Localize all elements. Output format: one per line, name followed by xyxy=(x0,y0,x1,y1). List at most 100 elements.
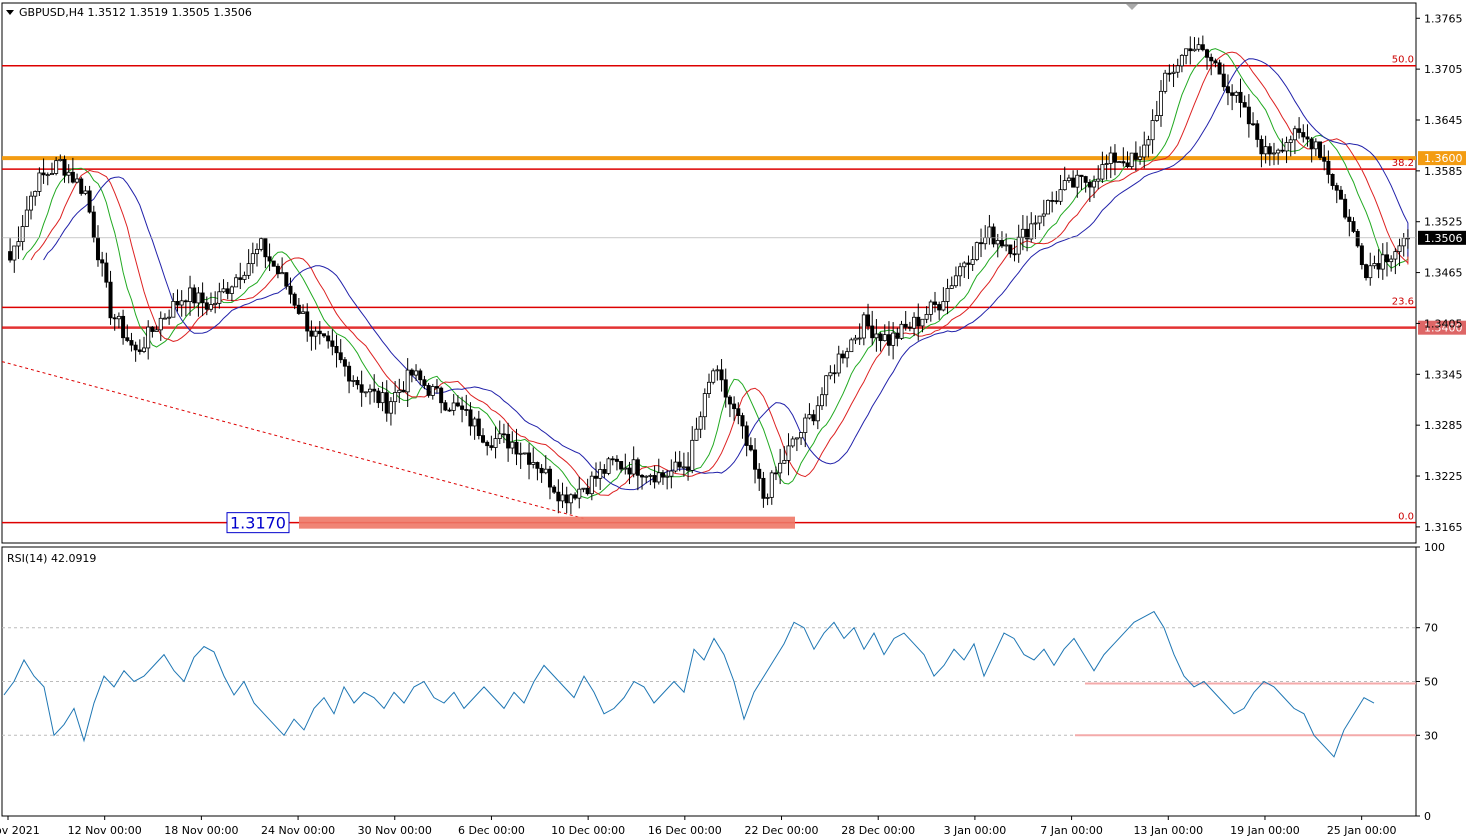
candle-body xyxy=(455,402,460,407)
candles xyxy=(8,35,1410,515)
candle-body xyxy=(171,300,176,318)
time-tick-label: 28 Dec 00:00 xyxy=(841,824,915,837)
candle-body xyxy=(648,475,653,477)
candle-body xyxy=(1217,62,1222,75)
candle-body xyxy=(41,172,46,176)
rsi-line xyxy=(3,610,1375,758)
candle-body xyxy=(1292,128,1297,141)
candle-body xyxy=(928,301,933,315)
candle-body xyxy=(631,459,636,475)
candle-body xyxy=(660,472,665,478)
candle-body xyxy=(430,386,435,396)
candle-body xyxy=(485,441,490,447)
candle-body xyxy=(832,372,837,375)
candle-body xyxy=(1343,198,1348,218)
candle-body xyxy=(849,339,854,353)
candle-body xyxy=(1322,157,1327,162)
candle-body xyxy=(585,487,590,495)
candle-body xyxy=(748,445,753,451)
price-tick-label: 1.3405 xyxy=(1424,317,1463,330)
candle-body xyxy=(200,292,205,304)
candle-body xyxy=(786,445,791,461)
candle-body xyxy=(891,332,896,346)
candle-body xyxy=(702,393,707,418)
candle-body xyxy=(1071,177,1076,188)
dropdown-triangle-icon[interactable] xyxy=(6,10,14,15)
candle-body xyxy=(334,345,339,354)
candle-body xyxy=(690,439,695,471)
candle-body xyxy=(1271,152,1276,155)
time-tick-label: 24 Nov 00:00 xyxy=(261,824,335,837)
candle-body xyxy=(677,461,682,468)
candle-body xyxy=(778,462,783,474)
candle-body xyxy=(493,438,498,448)
candle-body xyxy=(1297,128,1302,133)
candle-body xyxy=(1196,44,1201,50)
shift-marker-icon[interactable] xyxy=(1126,4,1138,10)
candle-body xyxy=(949,285,954,289)
candle-body xyxy=(401,389,406,393)
moving-averages xyxy=(22,48,1409,499)
candle-body xyxy=(1242,102,1247,108)
candle-body xyxy=(707,381,712,394)
candle-body xyxy=(1368,265,1373,279)
time-axis: 8 Nov 2021 12 Nov 00:00 18 Nov 00:00 24 Nov… xyxy=(0,816,1396,837)
candle-body xyxy=(853,337,858,341)
candle-body xyxy=(1251,123,1256,126)
candle-body xyxy=(259,238,264,250)
candle-body xyxy=(280,272,285,275)
candle-body xyxy=(1372,263,1377,267)
time-tick-label: 19 Jan 00:00 xyxy=(1230,824,1300,837)
candle-body xyxy=(20,226,25,242)
candle-body xyxy=(112,317,117,320)
candle-body xyxy=(652,475,657,483)
candle-body xyxy=(694,428,699,441)
candle-body xyxy=(510,441,515,449)
candle-body xyxy=(1338,189,1343,200)
candle-body xyxy=(1267,146,1272,155)
candle-body xyxy=(468,409,473,427)
candle-body xyxy=(602,469,607,474)
candle-body xyxy=(234,277,239,288)
candle-body xyxy=(1008,244,1013,255)
current-price-tag xyxy=(1418,230,1466,245)
candle-body xyxy=(363,391,368,394)
candle-body xyxy=(221,288,226,293)
candle-body xyxy=(1313,141,1318,150)
candle-body xyxy=(439,387,444,404)
current-price-label: 1.3506 xyxy=(1424,232,1463,245)
candle-body xyxy=(91,211,96,239)
rsi-tick-label: 0 xyxy=(1424,810,1431,823)
candle-body xyxy=(317,330,322,335)
candle-body xyxy=(1108,152,1113,164)
candle-body xyxy=(769,472,774,498)
candle-body xyxy=(564,494,569,504)
candle-body xyxy=(238,277,243,280)
candle-body xyxy=(535,462,540,469)
candle-body xyxy=(1334,185,1339,191)
candle-body xyxy=(275,265,280,275)
candle-body xyxy=(1112,152,1117,163)
candle-body xyxy=(640,474,645,478)
candle-body xyxy=(1351,221,1356,232)
candle-body xyxy=(376,390,381,404)
candle-body xyxy=(321,333,326,337)
candle-body xyxy=(12,245,17,261)
candle-body xyxy=(1305,136,1310,140)
candle-body xyxy=(518,452,523,455)
candle-body xyxy=(271,260,276,267)
candle-body xyxy=(380,392,385,404)
candle-body xyxy=(773,472,778,475)
candle-body xyxy=(154,329,159,332)
candle-body xyxy=(916,316,921,327)
candle-body xyxy=(255,248,260,255)
candle-body xyxy=(1054,200,1059,203)
candle-body xyxy=(58,159,63,162)
candle-body xyxy=(1016,236,1021,255)
candle-body xyxy=(1087,181,1092,188)
candle-body xyxy=(723,379,728,398)
candle-body xyxy=(497,433,502,440)
symbol-header: GBPUSD,H4 1.3512 1.3519 1.3505 1.3506 xyxy=(19,6,252,19)
rsi-plot: 100 70 50 30 0 xyxy=(2,541,1445,823)
